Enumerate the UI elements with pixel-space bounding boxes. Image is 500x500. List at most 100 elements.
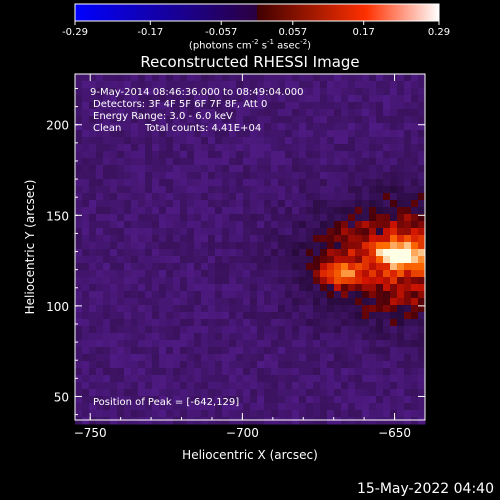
heatmap-cell [362,389,370,397]
heatmap-cell [110,158,118,166]
heatmap-cell [201,333,209,341]
heatmap-cell [138,375,146,383]
heatmap-cell [89,389,97,397]
heatmap-cell [208,228,216,236]
heatmap-cell [264,389,272,397]
heatmap-cell [250,130,258,138]
heatmap-cell [257,354,265,362]
heatmap-cell [96,130,104,138]
heatmap-cell [411,403,419,411]
heatmap-cell [215,207,223,215]
heatmap-cell [355,88,363,96]
heatmap-cell [306,242,314,250]
heatmap-cell [292,403,300,411]
heatmap-cell [222,193,230,201]
heatmap-cell [285,74,293,82]
heatmap-cell [278,207,286,215]
heatmap-cell [166,88,174,96]
heatmap-cell [187,207,195,215]
heatmap-cell [306,284,314,292]
heatmap-cell [208,179,216,187]
heatmap-cell [180,102,188,110]
heatmap-cell [96,95,104,103]
heatmap-cell [383,263,391,271]
heatmap-cell [152,312,160,320]
heatmap-cell [145,172,153,180]
heatmap-cell [271,116,279,124]
heatmap-cell [390,137,398,145]
heatmap-cell [292,389,300,397]
heatmap-cell [292,417,300,425]
chart-title: Reconstructed RHESSI Image [140,53,360,71]
heatmap-cell [159,319,167,327]
heatmap-cell [292,340,300,348]
heatmap-cell [89,228,97,236]
heatmap-cell [334,354,342,362]
heatmap-cell [194,305,202,313]
heatmap-cell [159,179,167,187]
heatmap-cell [355,256,363,264]
heatmap-cell [208,207,216,215]
heatmap-cell [341,312,349,320]
heatmap-cell [376,249,384,257]
heatmap-cell [327,123,335,131]
heatmap-cell [159,165,167,173]
heatmap-cell [285,270,293,278]
heatmap-cell [271,165,279,173]
heatmap-cell [124,165,132,173]
heatmap-cell [383,298,391,306]
heatmap-cell [187,200,195,208]
heatmap-cell [124,221,132,229]
heatmap-cell [152,144,160,152]
heatmap-cell [180,256,188,264]
heatmap-cell [418,270,426,278]
heatmap-cell [96,158,104,166]
heatmap-cell [369,249,377,257]
heatmap-cell [222,186,230,194]
heatmap-cell [418,102,426,110]
heatmap-cell [194,340,202,348]
heatmap-cell [187,417,195,425]
heatmap-cell [362,270,370,278]
heatmap-cell [369,368,377,376]
heatmap-cell [243,277,251,285]
heatmap-cell [187,347,195,355]
heatmap-cell [110,417,118,425]
heatmap-cell [397,249,405,257]
heatmap-cell [152,354,160,362]
heatmap-cell [271,228,279,236]
heatmap-cell [355,305,363,313]
heatmap-cell [404,417,412,425]
heatmap-cell [82,137,90,145]
heatmap-cell [103,256,111,264]
heatmap-cell [110,256,118,264]
heatmap-cell [166,396,174,404]
heatmap-cell [131,263,139,271]
heatmap-cell [208,102,216,110]
heatmap-cell [271,172,279,180]
heatmap-cell [341,298,349,306]
heatmap-cell [117,340,125,348]
heatmap-cell [173,375,181,383]
heatmap-cell [278,298,286,306]
heatmap-cell [110,137,118,145]
heatmap-cell [299,130,307,138]
heatmap-cell [355,354,363,362]
heatmap-cell [306,116,314,124]
heatmap-cell [75,137,83,145]
heatmap-cell [369,137,377,145]
heatmap-cell [103,137,111,145]
heatmap-cell [82,151,90,159]
heatmap-cell [383,375,391,383]
heatmap-cell [320,326,328,334]
heatmap-cell [110,179,118,187]
heatmap-cell [257,116,265,124]
heatmap-cell [411,410,419,418]
heatmap-cell [75,74,83,82]
heatmap-cell [236,382,244,390]
heatmap-cell [110,305,118,313]
heatmap-cell [250,333,258,341]
heatmap-cell [299,137,307,145]
heatmap-cell [390,375,398,383]
heatmap-cell [82,158,90,166]
